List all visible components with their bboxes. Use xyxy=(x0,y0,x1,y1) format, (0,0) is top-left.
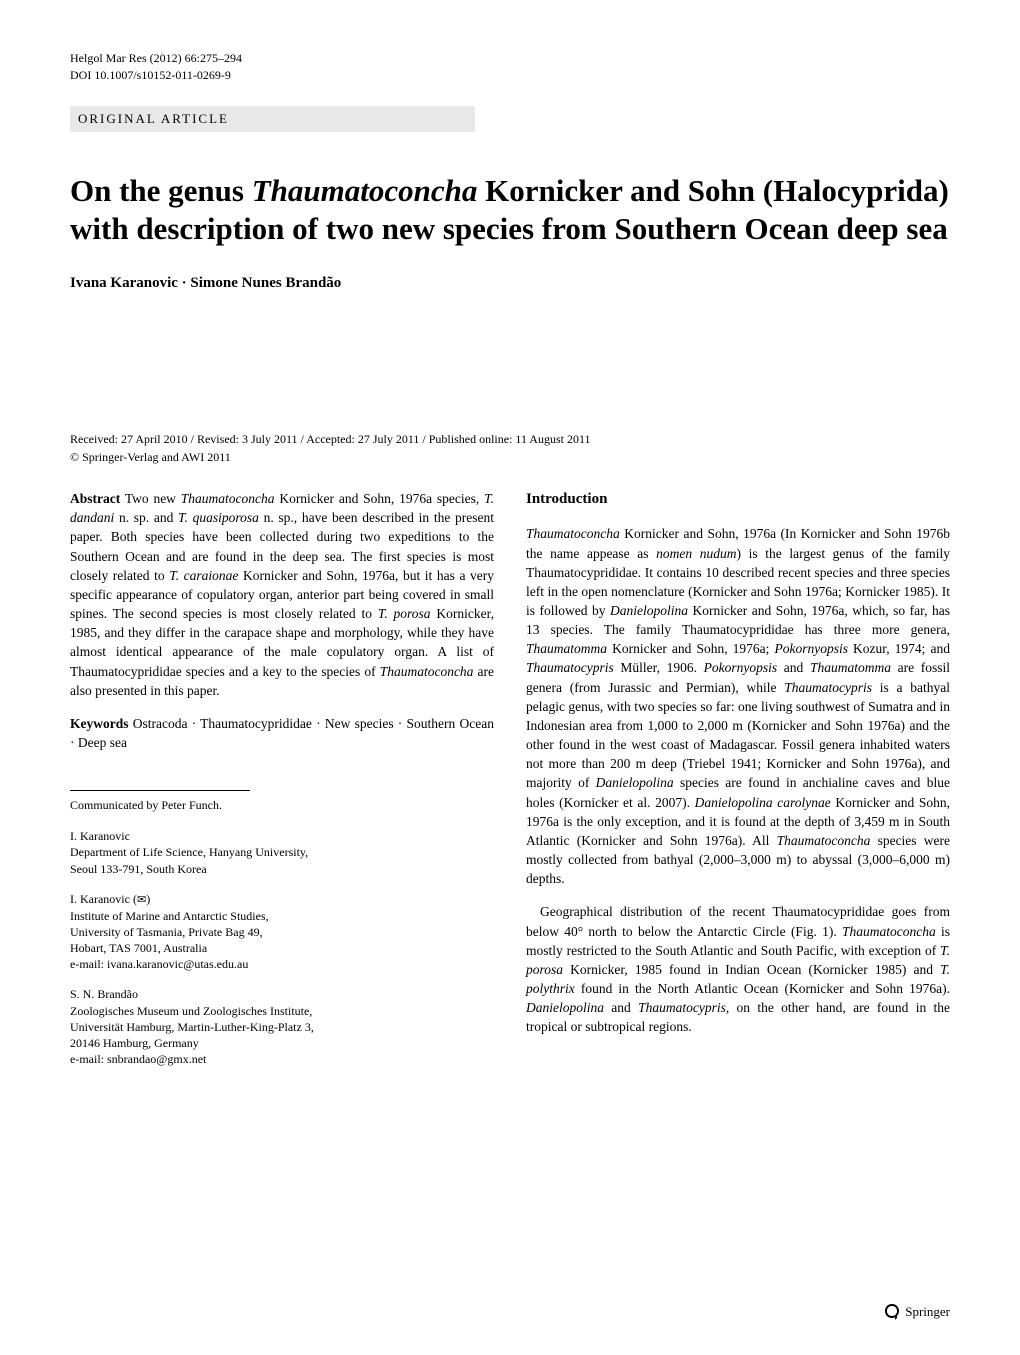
p2-italic-7: Danielopolina xyxy=(526,1000,604,1015)
two-column-layout: Abstract Two new Thaumatoconcha Kornicke… xyxy=(70,489,950,1081)
right-column: Introduction Thaumatoconcha Kornicker an… xyxy=(526,489,950,1081)
title-part-1b: Kornicker and Sohn (Halocyprida) xyxy=(477,173,948,208)
envelope-icon: ✉ xyxy=(137,894,146,906)
abstract-italic-1: Thaumatoconcha xyxy=(181,491,275,506)
p1-italic-20: Danielopolina carolynae xyxy=(695,795,831,810)
aff2-name-prefix: I. Karanovic ( xyxy=(70,892,137,906)
springer-text: Springer xyxy=(905,1304,950,1320)
p1-italic-6: Thaumatomma xyxy=(526,641,607,656)
p1-italic-10: Thaumatocypris xyxy=(526,660,614,675)
aff1-name: I. Karanovic xyxy=(70,828,494,844)
title-part-1: On the genus xyxy=(70,173,252,208)
p1-italic-14: Thaumatomma xyxy=(810,660,891,675)
authors: Ivana Karanovic · Simone Nunes Brandão xyxy=(70,275,950,292)
doi-line: DOI 10.1007/s10152-011-0269-9 xyxy=(70,67,950,84)
keywords-text: Ostracoda · Thaumatocyprididae · New spe… xyxy=(70,716,494,750)
abstract-label: Abstract xyxy=(70,491,120,506)
keywords-label: Keywords xyxy=(70,716,129,731)
affiliation-3: S. N. Brandão Zoologisches Museum und Zo… xyxy=(70,986,494,1067)
abstract-italic-7: T. caraionae xyxy=(169,568,238,583)
intro-paragraph-1: Thaumatoconcha Kornicker and Sohn, 1976a… xyxy=(526,524,950,888)
journal-line: Helgol Mar Res (2012) 66:275–294 xyxy=(70,50,950,67)
p1-italic-8: Pokornyopsis xyxy=(774,641,848,656)
dates-line: Received: 27 April 2010 / Revised: 3 Jul… xyxy=(70,432,950,447)
p1-italic-18: Danielopolina xyxy=(596,775,674,790)
p1-text-7: Kornicker and Sohn, 1976a; xyxy=(607,641,774,656)
p1-italic-0: Thaumatoconcha xyxy=(526,526,620,541)
p1-italic-4: Danielopolina xyxy=(610,603,688,618)
abstract-italic-9: T. porosa xyxy=(378,606,431,621)
abstract-text-0: Two new xyxy=(120,491,181,506)
p2-italic-9: Thaumatocypris xyxy=(638,1000,726,1015)
abstract-paragraph: Abstract Two new Thaumatoconcha Kornicke… xyxy=(70,489,494,700)
aff3-email: e-mail: snbrandao@gmx.net xyxy=(70,1051,494,1067)
keywords-paragraph: Keywords Ostracoda · Thaumatocyprididae … xyxy=(70,714,494,752)
intro-paragraph-2: Geographical distribution of the recent … xyxy=(526,902,950,1036)
p2-text-6: found in the North Atlantic Ocean (Korni… xyxy=(575,981,950,996)
aff3-line2: Universität Hamburg, Martin-Luther-King-… xyxy=(70,1019,494,1035)
affiliation-2: I. Karanovic (✉) Institute of Marine and… xyxy=(70,891,494,973)
aff2-line1: Institute of Marine and Antarctic Studie… xyxy=(70,908,494,924)
abstract-text-4: n. sp. and xyxy=(114,510,178,525)
p2-text-8: and xyxy=(604,1000,638,1015)
p1-text-11: Müller, 1906. xyxy=(614,660,704,675)
article-title: On the genus Thaumatoconcha Kornicker an… xyxy=(70,172,950,250)
p1-italic-22: Thaumatoconcha xyxy=(777,833,871,848)
aff3-line3: 20146 Hamburg, Germany xyxy=(70,1035,494,1051)
springer-icon xyxy=(883,1303,901,1321)
header-info: Helgol Mar Res (2012) 66:275–294 DOI 10.… xyxy=(70,50,950,84)
aff2-name: I. Karanovic (✉) xyxy=(70,891,494,908)
aff2-email: e-mail: ivana.karanovic@utas.edu.au xyxy=(70,956,494,972)
title-part-2: with description of two new species from… xyxy=(70,211,948,246)
communicated-rule xyxy=(70,790,250,791)
p1-text-9: Kozur, 1974; and xyxy=(848,641,950,656)
aff2-line2: University of Tasmania, Private Bag 49, xyxy=(70,924,494,940)
aff1-line2: Seoul 133-791, South Korea xyxy=(70,861,494,877)
communicated-by: Communicated by Peter Funch. xyxy=(70,797,494,814)
p1-text-13: and xyxy=(777,660,810,675)
title-italic: Thaumatoconcha xyxy=(252,173,478,208)
abstract-italic-5: T. quasiporosa xyxy=(178,510,259,525)
p1-text-17: is a bathyal pelagic genus, with two spe… xyxy=(526,680,950,791)
springer-logo: Springer xyxy=(883,1303,950,1321)
article-type: ORIGINAL ARTICLE xyxy=(70,106,475,132)
aff2-line3: Hobart, TAS 7001, Australia xyxy=(70,940,494,956)
left-column: Abstract Two new Thaumatoconcha Kornicke… xyxy=(70,489,494,1081)
aff3-line1: Zoologisches Museum und Zoologisches Ins… xyxy=(70,1003,494,1019)
p1-italic-2: nomen nudum xyxy=(656,546,736,561)
p2-italic-1: Thaumatoconcha xyxy=(842,924,936,939)
p1-italic-16: Thaumatocypris xyxy=(784,680,872,695)
introduction-heading: Introduction xyxy=(526,489,950,510)
aff3-name: S. N. Brandão xyxy=(70,986,494,1002)
affiliation-1: I. Karanovic Department of Life Science,… xyxy=(70,828,494,877)
aff1-line1: Department of Life Science, Hanyang Univ… xyxy=(70,844,494,860)
p1-italic-12: Pokornyopsis xyxy=(704,660,778,675)
abstract-italic-11: Thaumatoconcha xyxy=(380,664,474,679)
p2-text-4: Kornicker, 1985 found in Indian Ocean (K… xyxy=(563,962,940,977)
abstract-text-2: Kornicker and Sohn, 1976a species, xyxy=(275,491,485,506)
footer-springer: Springer xyxy=(883,1303,950,1325)
aff2-name-suffix: ) xyxy=(146,892,150,906)
copyright-line: © Springer-Verlag and AWI 2011 xyxy=(70,450,950,465)
